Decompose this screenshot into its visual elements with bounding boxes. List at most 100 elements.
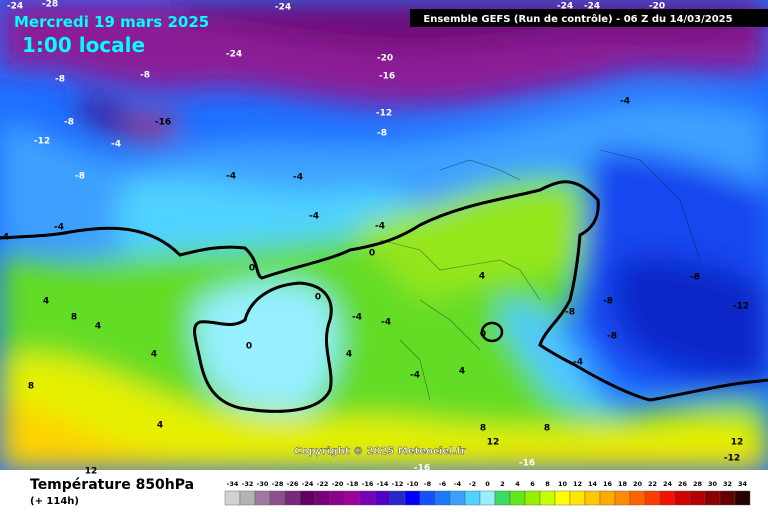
scale-label: -34	[227, 480, 239, 488]
scale-label: -26	[287, 480, 299, 488]
contour-label: -4	[573, 358, 583, 368]
scale-label: 14	[588, 480, 598, 488]
color-swatch	[719, 490, 736, 506]
coastlines	[379, 149, 701, 401]
contour-label: -4	[226, 172, 236, 182]
scale-label: -18	[347, 480, 359, 488]
color-scale: -34 -32 -30 -28 -26 -24 -22 -20 -18 -16 -14 -12 -10-…	[224, 480, 751, 506]
contour-label: 0	[249, 264, 255, 274]
contour-label: -4	[352, 313, 362, 323]
contour-label: -8	[55, 75, 65, 85]
color-swatch	[704, 490, 721, 506]
contour-label: -16	[379, 72, 395, 82]
contour-label: 12	[487, 438, 500, 448]
color-swatch	[419, 490, 436, 506]
contour-label: 4	[479, 272, 485, 282]
color-swatch	[539, 490, 556, 506]
color-swatch	[299, 490, 316, 506]
contour-label: 4	[157, 421, 163, 431]
scale-label: -8	[424, 480, 432, 488]
scale-label: -14	[377, 480, 389, 488]
color-swatch	[659, 490, 676, 506]
scale-label: -24	[302, 480, 314, 488]
zero-isotherm-small	[480, 321, 504, 343]
contour-label: 0	[480, 330, 486, 340]
scale-label: 2	[500, 480, 505, 488]
contour-label: -16	[414, 464, 430, 474]
contour-label: 8	[480, 424, 486, 434]
contour-label: -24	[226, 50, 242, 60]
contour-label: 0	[369, 249, 375, 259]
color-swatch	[614, 490, 631, 506]
color-swatch	[449, 490, 466, 506]
date: Mercredi 19 mars 2025	[14, 13, 209, 31]
temperature-field	[0, 0, 768, 470]
color-swatch	[269, 490, 286, 506]
scale-label: 18	[618, 480, 628, 488]
contour-label: -4	[111, 140, 121, 150]
contour-label: -12	[724, 454, 740, 464]
scale-label: 32	[723, 480, 732, 488]
contour-label: 12	[731, 438, 744, 448]
zero-isotherm	[0, 180, 768, 402]
scale-label: 4	[515, 480, 520, 488]
contour-label: 4	[151, 350, 157, 360]
contour-label: 0	[315, 293, 321, 303]
scale-label: -32	[242, 480, 254, 488]
scale-label: 24	[663, 480, 673, 488]
local-time: 1:00 locale	[22, 33, 145, 57]
color-swatch	[224, 490, 241, 506]
scale-label: -10	[407, 480, 419, 488]
scale-label: -12	[392, 480, 404, 488]
color-swatch	[434, 490, 451, 506]
contour-label: 8	[544, 424, 550, 434]
scale-label: -6	[439, 480, 447, 488]
color-swatch	[629, 490, 646, 506]
contour-label: -16	[155, 118, 171, 128]
scale-label: 20	[633, 480, 643, 488]
color-swatch	[464, 490, 481, 506]
contour-label: -24	[7, 2, 23, 12]
color-swatch	[404, 490, 421, 506]
scale-label: -30	[257, 480, 269, 488]
scale-label: 26	[678, 480, 688, 488]
color-swatch	[509, 490, 526, 506]
scale-label: 0	[485, 480, 490, 488]
contour-label: -4	[620, 97, 630, 107]
color-swatch	[314, 490, 331, 506]
contour-label: -4	[309, 212, 319, 222]
color-swatch	[734, 490, 751, 506]
scale-label: -2	[469, 480, 476, 488]
scale-label: -20	[332, 480, 344, 488]
contour-label: -24	[275, 3, 291, 13]
contour-label: -16	[519, 459, 535, 469]
contour-label: -12	[376, 109, 392, 119]
color-swatch	[479, 490, 496, 506]
color-swatch	[569, 490, 586, 506]
contour-label: -28	[42, 0, 58, 10]
copyright: Copyright © 2025 Meteociel.fr	[294, 446, 465, 457]
contour-label: -20	[377, 54, 393, 64]
scale-label: -4	[454, 480, 462, 488]
contour-label: 4	[43, 297, 49, 307]
contour-label: 4	[459, 367, 465, 377]
contour-label: -8	[377, 129, 387, 139]
contour-label: -4	[375, 222, 385, 232]
contour-label: -8	[603, 297, 613, 307]
contour-label: -4	[410, 371, 420, 381]
contour-label: -20	[649, 2, 665, 12]
color-swatch	[584, 490, 601, 506]
model-info: Ensemble GEFS (Run de contrôle) - 06 Z d…	[423, 13, 732, 25]
contour-label: -4	[0, 233, 9, 243]
contour-label: 8	[28, 382, 34, 392]
color-swatch	[644, 490, 661, 506]
contour-label: -12	[34, 137, 50, 147]
contour-label: -8	[75, 172, 85, 182]
scale-label: -16	[362, 480, 374, 488]
color-swatch	[599, 490, 616, 506]
model-box	[410, 9, 768, 27]
color-swatch	[389, 490, 406, 506]
contour-label: -8	[140, 71, 150, 81]
contour-label: -8	[565, 308, 575, 318]
